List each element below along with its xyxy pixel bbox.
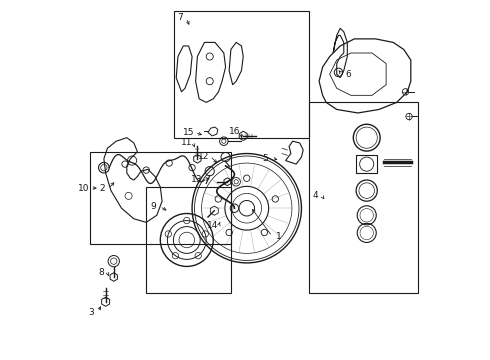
Text: 12: 12 xyxy=(198,152,209,161)
Text: 3: 3 xyxy=(89,308,95,317)
Text: 14: 14 xyxy=(207,221,218,230)
Text: 5: 5 xyxy=(263,154,269,163)
Text: 8: 8 xyxy=(98,268,104,277)
Text: 7: 7 xyxy=(177,13,183,22)
Text: 15: 15 xyxy=(183,128,195,137)
Text: 9: 9 xyxy=(150,202,156,211)
Text: 6: 6 xyxy=(345,70,351,79)
Text: 4: 4 xyxy=(313,192,318,201)
Text: 11: 11 xyxy=(181,139,193,148)
Text: 10: 10 xyxy=(78,184,90,193)
Text: 2: 2 xyxy=(99,184,105,193)
Text: 13: 13 xyxy=(191,175,202,184)
Text: 1: 1 xyxy=(276,232,281,241)
Text: 16: 16 xyxy=(229,127,241,136)
